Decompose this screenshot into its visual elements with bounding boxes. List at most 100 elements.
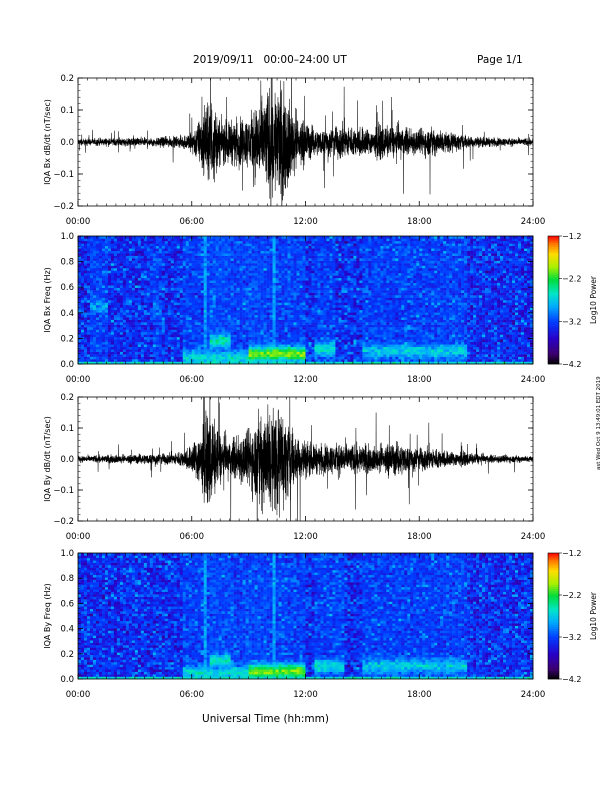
spectrogram-cell xyxy=(188,287,192,291)
spectrogram-cell xyxy=(197,302,201,306)
spectrogram-cell xyxy=(317,243,321,247)
spectrogram-cell xyxy=(329,282,333,286)
spectrogram-cell xyxy=(78,312,82,316)
spectrogram-cell xyxy=(119,304,124,308)
spectrogram-cell xyxy=(101,248,106,252)
spectrogram-cell xyxy=(104,322,109,325)
spectrogram-cell xyxy=(155,302,160,306)
spectrogram-cell xyxy=(218,272,222,276)
spectrogram-cell xyxy=(164,349,169,352)
spectrogram-cell xyxy=(308,322,312,325)
spectrogram-cell xyxy=(137,255,142,259)
spectrogram-cell xyxy=(326,272,330,276)
spectrogram-cell xyxy=(272,334,276,338)
spectrogram-cell xyxy=(173,236,178,239)
spectrogram-cell xyxy=(125,263,130,266)
spectrogram-cell xyxy=(269,245,273,249)
spectrogram-cell xyxy=(179,314,184,318)
spectrogram-cell xyxy=(155,327,160,330)
spectrogram-cell xyxy=(179,334,184,338)
spectrogram-cell xyxy=(335,260,339,264)
spectrogram-cell xyxy=(197,359,201,362)
spectrogram-cell xyxy=(248,290,252,293)
spectrogram-cell xyxy=(104,319,109,323)
spectrogram-cell xyxy=(218,275,222,279)
spectrogram-cell xyxy=(287,282,291,286)
spectrogram-cell xyxy=(95,334,100,338)
spectrogram-cell xyxy=(284,351,288,355)
spectrogram-cell xyxy=(170,317,175,320)
spectrogram-cell xyxy=(248,243,252,247)
spectrogram-cell xyxy=(296,245,300,249)
spectrogram-cell xyxy=(158,344,163,348)
spectrogram-cell xyxy=(311,243,315,247)
spectrogram-cell xyxy=(173,300,178,303)
spectrogram-cell xyxy=(116,322,121,325)
spectrogram-cell xyxy=(89,322,94,325)
spectrogram-cell xyxy=(317,268,321,271)
spectrogram-cell xyxy=(299,307,303,311)
spectrogram-cell xyxy=(122,290,127,293)
spectrogram-cell xyxy=(128,236,133,239)
spectrogram-cell xyxy=(206,272,210,276)
spectrogram-cell xyxy=(83,260,88,264)
spectrogram-cell xyxy=(350,258,354,261)
spectrogram-cell xyxy=(98,300,103,303)
spectrogram-cell xyxy=(314,285,318,288)
spectrogram-cell xyxy=(80,275,85,279)
spectrogram-cell xyxy=(221,314,225,318)
spectrogram-cell xyxy=(281,351,285,355)
spectrogram-cell xyxy=(140,253,145,256)
spectrogram-cell xyxy=(314,302,318,306)
spectrogram-cell xyxy=(140,240,145,244)
spectrogram-cell xyxy=(350,263,354,266)
spectrogram-cell xyxy=(107,339,112,343)
spectrogram-cell xyxy=(161,268,166,271)
spectrogram-cell xyxy=(167,250,172,254)
spectrogram-cell xyxy=(131,277,136,281)
spectrogram-cell xyxy=(320,245,324,249)
spectrogram-cell xyxy=(155,258,160,261)
spectrogram-cell xyxy=(299,361,303,365)
spectrogram-cell xyxy=(194,295,198,298)
spectrogram-cell xyxy=(284,280,288,284)
spectrogram-cell xyxy=(80,282,85,286)
spectrogram-cell xyxy=(245,332,249,335)
spectrogram-cell xyxy=(101,309,106,313)
spectrogram-cell xyxy=(116,258,121,261)
spectrogram-cell xyxy=(143,319,148,323)
spectrogram-cell xyxy=(83,309,88,313)
spectrogram-cell xyxy=(155,270,160,274)
spectrogram-cell xyxy=(170,322,175,325)
spectrogram-cell xyxy=(275,265,279,269)
spectrogram-cell xyxy=(206,334,210,338)
spectrogram-cell xyxy=(89,327,94,330)
spectrogram-cell xyxy=(78,248,82,252)
spectrogram-cell xyxy=(161,282,166,286)
spectrogram-cell xyxy=(212,287,216,291)
spectrogram-cell xyxy=(104,243,109,247)
spectrogram-cell xyxy=(263,238,267,242)
spectrogram-cell xyxy=(311,292,315,296)
spectrogram-cell xyxy=(209,356,213,360)
spectrogram-cell xyxy=(104,324,109,328)
spectrogram-cell xyxy=(212,243,216,247)
spectrogram-cell xyxy=(239,336,243,340)
spectrogram-cell xyxy=(203,290,207,293)
spectrogram-cell xyxy=(254,332,258,335)
spectrogram-cell xyxy=(173,346,178,350)
spectrogram-cell xyxy=(95,322,100,325)
spectrogram-cell xyxy=(107,356,112,360)
spectrogram-cell xyxy=(161,280,166,284)
spectrogram-cell xyxy=(152,356,157,360)
spectrogram-cell xyxy=(290,334,294,338)
spectrogram-cell xyxy=(182,351,187,355)
spectrogram-cell xyxy=(344,243,348,247)
spectrogram-cell xyxy=(107,329,112,333)
spectrogram-cell xyxy=(167,263,172,266)
spectrogram-cell xyxy=(251,253,255,256)
spectrogram-cell xyxy=(314,319,318,323)
spectrogram-cell xyxy=(296,250,300,254)
spectrogram-cell xyxy=(299,282,303,286)
spectrogram-cell xyxy=(188,344,192,348)
